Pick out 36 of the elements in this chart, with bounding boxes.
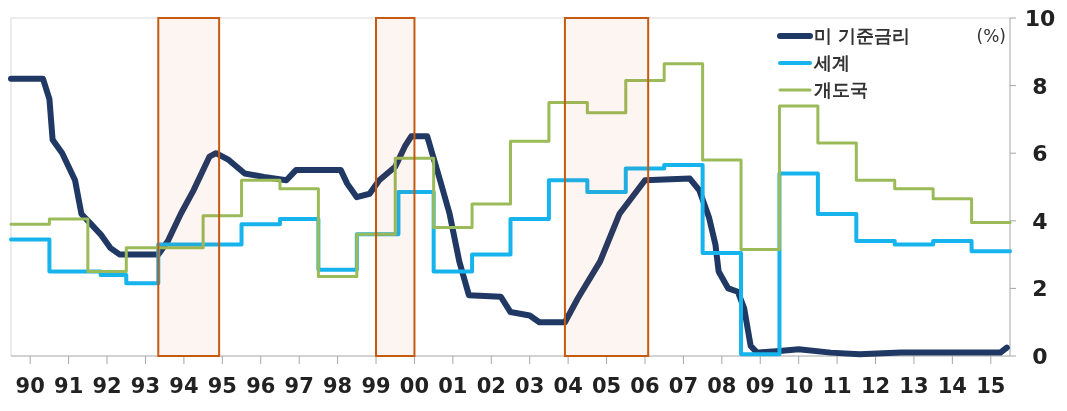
x-tick-label: 08 bbox=[707, 374, 737, 398]
x-tick-label: 93 bbox=[130, 374, 161, 398]
y-tick-label: 10 bbox=[1024, 6, 1056, 31]
x-tick-label: 03 bbox=[515, 374, 545, 398]
x-tick-label: 06 bbox=[630, 374, 660, 398]
x-tick-label: 04 bbox=[553, 374, 583, 398]
x-tick-label: 01 bbox=[438, 374, 468, 398]
x-tick-label: 10 bbox=[784, 374, 814, 398]
x-tick-label: 92 bbox=[92, 374, 122, 398]
x-tick-label: 90 bbox=[15, 374, 45, 398]
x-tick-label: 97 bbox=[284, 374, 314, 398]
legend-label: 미 기준금리 bbox=[814, 25, 911, 46]
y-tick-label: 8 bbox=[1032, 73, 1048, 99]
legend-label: 개도국 bbox=[814, 79, 868, 100]
x-tick-label: 98 bbox=[322, 374, 353, 398]
x-tick-label: 07 bbox=[668, 374, 699, 398]
y-tick-label: 2 bbox=[1032, 276, 1048, 302]
legend-label: 세계 bbox=[813, 52, 850, 73]
x-tick-label: 02 bbox=[476, 374, 506, 398]
x-tick-label: 00 bbox=[399, 374, 430, 398]
x-tick-label: 12 bbox=[860, 374, 891, 398]
x-tick-label: 14 bbox=[937, 374, 967, 398]
y-tick-label: 0 bbox=[1032, 344, 1048, 369]
x-tick-label: 96 bbox=[246, 374, 276, 398]
x-tick-label: 13 bbox=[899, 374, 929, 398]
y-axis-title: (%) bbox=[976, 26, 1006, 46]
y-tick-label: 6 bbox=[1032, 141, 1048, 167]
y-tick-label: 4 bbox=[1032, 208, 1048, 234]
x-tick-label: 11 bbox=[822, 374, 852, 398]
x-tick-label: 91 bbox=[54, 374, 84, 398]
x-tick-label: 15 bbox=[976, 374, 1006, 398]
x-tick-label: 05 bbox=[591, 374, 622, 398]
x-tick-label: 95 bbox=[207, 374, 237, 398]
x-tick-label: 09 bbox=[745, 374, 775, 398]
x-tick-label: 99 bbox=[361, 374, 391, 398]
x-tick-label: 94 bbox=[169, 374, 199, 398]
